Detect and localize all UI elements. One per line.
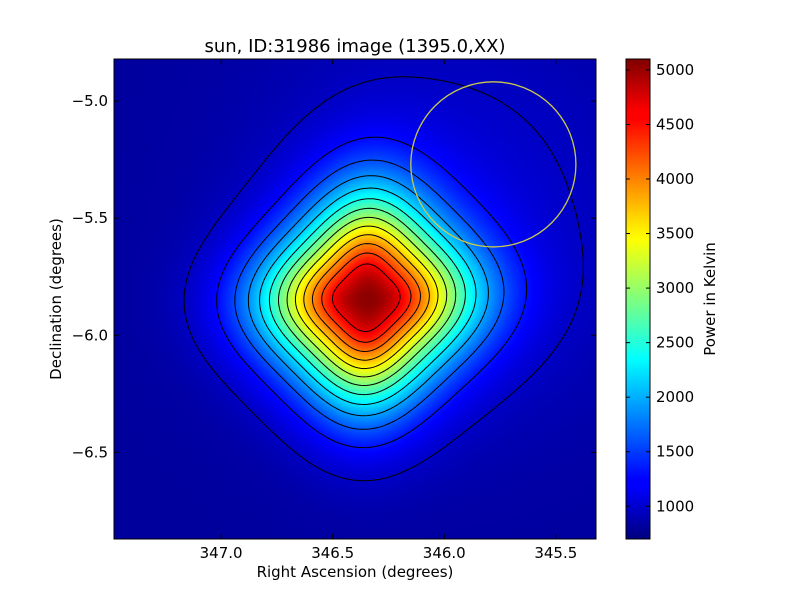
highlight-circle: [410, 81, 577, 248]
y-tick-label: −5.5: [72, 209, 108, 227]
y-axis: −5.0 −5.5 −6.0 −6.5: [72, 92, 596, 461]
x-tick-label: 347.0: [200, 544, 243, 562]
colorbar-tick-label: 2000: [656, 388, 694, 406]
contour-lines: [183, 76, 584, 482]
colorbar-tick-label: 2500: [656, 334, 694, 352]
colorbar-gradient: [625, 58, 651, 540]
colorbar-tick-label: 3000: [656, 279, 694, 297]
colorbar-tick-label: 1000: [656, 497, 694, 515]
y-axis-label: Declination (degrees): [47, 218, 65, 380]
colorbar-tick-label: 4500: [656, 115, 694, 133]
x-axis-label: Right Ascension (degrees): [257, 563, 454, 581]
x-tick-label: 346.5: [311, 544, 354, 562]
contour-line-12: [331, 263, 401, 332]
colorbar-label: Power in Kelvin: [701, 242, 719, 356]
x-axis: 347.0 346.5 346.0 345.5: [200, 59, 577, 562]
contour-line-4: [259, 187, 477, 405]
chart-title: sun, ID:31986 image (1395.0,XX): [204, 36, 505, 57]
colorbar-tick-label: 4000: [656, 170, 694, 188]
contour-line-11: [321, 252, 412, 343]
x-tick-label: 345.5: [534, 544, 577, 562]
y-tick-label: −6.5: [72, 443, 108, 461]
contour-line-0: [183, 76, 584, 482]
contour-line-8: [294, 225, 439, 370]
y-tick-label: −6.0: [72, 326, 108, 344]
heatmap-plot: [113, 58, 597, 540]
contour-line-7: [286, 216, 448, 378]
plot-frame: [113, 58, 597, 540]
colorbar: 1000 1500 2000 2500 3000 3500 4000 4500 5000 Pow…: [625, 58, 719, 540]
colorbar-tick-label: 3500: [656, 225, 694, 243]
y-tick-label: −5.0: [72, 92, 108, 110]
contour-line-9: [303, 234, 430, 361]
colorbar-ticks: 1000 1500 2000 2500 3000 3500 4000 4500 5000: [626, 61, 694, 515]
colorbar-tick-label: 1500: [656, 443, 694, 461]
contour-line-10: [311, 243, 421, 352]
contour-line-1: [216, 136, 528, 449]
contour-line-5: [268, 198, 466, 396]
x-tick-label: 346.0: [423, 544, 466, 562]
colorbar-tick-label: 5000: [656, 61, 694, 79]
contour-line-2: [234, 159, 505, 430]
contour-line-6: [278, 207, 457, 386]
heatmap-image: [114, 59, 596, 539]
